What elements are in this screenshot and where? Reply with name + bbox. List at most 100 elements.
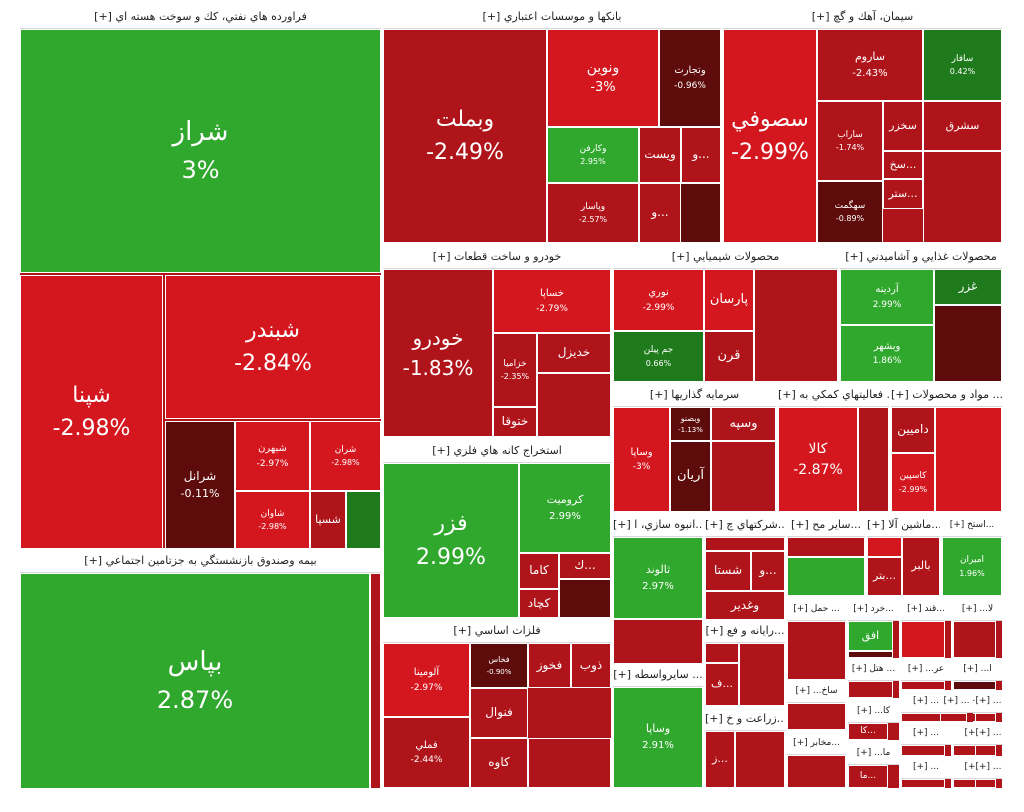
treemap-cell[interactable]: سهگمت -0.89%: [817, 181, 883, 242]
treemap-filler-cell[interactable]: [787, 537, 865, 557]
treemap-filler-cell[interactable]: [754, 269, 838, 382]
treemap-filler-cell[interactable]: [975, 779, 996, 788]
treemap-filler-cell[interactable]: [787, 755, 846, 788]
treemap-cell[interactable]: وسپه: [711, 407, 776, 441]
sector-header[interactable]: [+] مخابر...: [787, 732, 846, 755]
treemap-cell[interactable]: جم پيلن 0.66%: [613, 331, 704, 382]
sector-header[interactable]: [+] سايرواسطه ...: [613, 664, 703, 687]
sector-header[interactable]: [+] حمل ...: [787, 598, 846, 621]
treemap-cell[interactable]: سخ...: [883, 151, 923, 179]
sector-header[interactable]: [+] رايانه و فع...: [705, 620, 785, 643]
treemap-filler-cell[interactable]: [858, 407, 889, 512]
treemap-cell[interactable]: افق: [848, 621, 893, 651]
treemap-cell[interactable]: آلومينا -2.97%: [383, 643, 470, 717]
treemap-cell[interactable]: كالا -2.87%: [778, 407, 858, 512]
treemap-cell[interactable]: بتر...: [867, 557, 902, 596]
sector-header[interactable]: [+] ...عر: [901, 658, 951, 681]
sector-header[interactable]: [+] مواد و محصولات ...: [891, 384, 1002, 407]
treemap-cell[interactable]: ز...: [705, 731, 735, 788]
treemap-filler-cell[interactable]: [923, 151, 1002, 242]
treemap-cell[interactable]: شراز 3%: [20, 29, 381, 273]
sector-header[interactable]: [+] ...لا: [953, 598, 1002, 621]
sector-header[interactable]: [+] ساير مح...: [787, 514, 865, 537]
treemap-cell[interactable]: خديزل: [537, 333, 611, 373]
treemap-cell[interactable]: ثالوند 2.97%: [613, 537, 703, 619]
treemap-cell[interactable]: كاسپين -2.99%: [891, 453, 935, 512]
treemap-cell[interactable]: سصوفي -2.99%: [723, 29, 817, 242]
treemap-cell[interactable]: و...: [681, 127, 721, 183]
treemap-filler-cell[interactable]: [848, 651, 893, 658]
treemap-cell[interactable]: خزاميا -2.35%: [493, 333, 537, 407]
treemap-filler-cell[interactable]: [934, 305, 1002, 382]
treemap-cell[interactable]: كاما: [519, 553, 559, 589]
treemap-cell[interactable]: كاوه: [470, 738, 528, 788]
treemap-filler-cell[interactable]: [370, 573, 381, 788]
sector-header[interactable]: [+] ...: [901, 690, 951, 713]
sector-header[interactable]: [+] ...ا: [953, 658, 1002, 681]
sector-header[interactable]: [+] محصولات شيميايي: [613, 246, 838, 269]
treemap-filler-cell[interactable]: [867, 537, 902, 557]
treemap-cell[interactable]: ستر...: [883, 179, 923, 209]
sector-header[interactable]: [+] ...كا: [848, 700, 899, 723]
treemap-filler-cell[interactable]: [935, 407, 1002, 512]
treemap-cell[interactable]: كا...: [848, 723, 888, 740]
treemap-cell[interactable]: وبملت -2.49%: [383, 29, 547, 242]
treemap-cell[interactable]: شرانل -0.11%: [165, 421, 235, 548]
treemap-filler-cell[interactable]: [953, 681, 996, 690]
treemap-cell[interactable]: پارسان: [704, 269, 754, 331]
treemap-filler-cell[interactable]: [940, 713, 967, 722]
sector-header[interactable]: [+] خرد...: [848, 598, 899, 621]
sector-header[interactable]: [+] سيمان، آهك و گچ: [723, 6, 1002, 29]
treemap-cell[interactable]: شران -2.98%: [310, 421, 381, 491]
treemap-filler-cell[interactable]: [787, 621, 846, 680]
treemap-filler-cell[interactable]: [901, 713, 945, 722]
treemap-cell[interactable]: شبهرن -2.97%: [235, 421, 310, 491]
treemap-filler-cell[interactable]: [953, 621, 996, 658]
treemap-filler-cell[interactable]: [975, 713, 996, 722]
treemap-cell[interactable]: ذوب: [571, 643, 611, 688]
treemap-cell[interactable]: سشرق: [923, 101, 1002, 151]
treemap-filler-cell[interactable]: [975, 745, 996, 756]
sector-header[interactable]: [+] استخراج كانه هاي فلزي: [383, 440, 611, 463]
treemap-filler-cell[interactable]: [613, 619, 703, 664]
sector-header[interactable]: [+] فعاليتهاي كمكي به ...: [778, 384, 889, 407]
treemap-cell[interactable]: وكارفن 2.95%: [547, 127, 639, 183]
treemap-filler-cell[interactable]: [787, 703, 846, 730]
treemap-filler-cell[interactable]: [901, 745, 945, 756]
treemap-cell[interactable]: وساپا -3%: [613, 407, 670, 512]
sector-header[interactable]: [+] ...: [975, 690, 1002, 713]
treemap-cell[interactable]: كروميت 2.99%: [519, 463, 611, 553]
sector-header[interactable]: [+] شركتهاي چ...: [705, 514, 785, 537]
treemap-cell[interactable]: وغدير: [705, 591, 785, 620]
treemap-cell[interactable]: شسپا: [310, 491, 346, 548]
treemap-cell[interactable]: فملي -2.44%: [383, 717, 470, 788]
treemap-cell[interactable]: وپاسار -2.57%: [547, 183, 639, 242]
treemap-cell[interactable]: ك...: [559, 553, 611, 579]
treemap-cell[interactable]: ف...: [705, 663, 739, 706]
treemap-filler-cell[interactable]: [559, 579, 611, 618]
treemap-cell[interactable]: ونوين -3%: [547, 29, 659, 127]
treemap-cell[interactable]: شبندر -2.84%: [165, 275, 381, 419]
treemap-cell[interactable]: و...: [751, 551, 785, 591]
sector-header[interactable]: [+] بيمه وصندوق بازنشستگي به جزتامين اجت…: [20, 550, 381, 573]
treemap-cell[interactable]: سخزر: [883, 101, 923, 151]
treemap-cell[interactable]: ساروم -2.43%: [817, 29, 923, 101]
treemap-cell[interactable]: ختوقا: [493, 407, 537, 436]
treemap-cell[interactable]: وساپا 2.91%: [613, 687, 703, 788]
treemap-cell[interactable]: فخاس -0.90%: [470, 643, 528, 688]
treemap-cell[interactable]: ساراب -1.74%: [817, 101, 883, 181]
treemap-filler-cell[interactable]: [848, 681, 893, 698]
treemap-filler-cell[interactable]: [528, 738, 611, 788]
treemap-filler-cell[interactable]: [901, 681, 945, 690]
treemap-cell[interactable]: وبشهر 1.86%: [840, 325, 934, 382]
treemap-filler-cell[interactable]: [705, 643, 739, 663]
sector-header[interactable]: [+] هتل ...: [848, 658, 899, 681]
sector-header[interactable]: [+] ...: [901, 722, 951, 745]
treemap-filler-cell[interactable]: [901, 779, 945, 788]
treemap-cell[interactable]: شاوان -2.98%: [235, 491, 310, 548]
treemap-cell[interactable]: غزر: [934, 269, 1002, 305]
sector-header[interactable]: [+] فراورده هاي نفتي، كك و سوخت هسته اي: [20, 6, 381, 29]
treemap-filler-cell[interactable]: [537, 373, 611, 436]
treemap-cell[interactable]: ويست: [639, 127, 681, 183]
treemap-cell[interactable]: قرن: [704, 331, 754, 382]
